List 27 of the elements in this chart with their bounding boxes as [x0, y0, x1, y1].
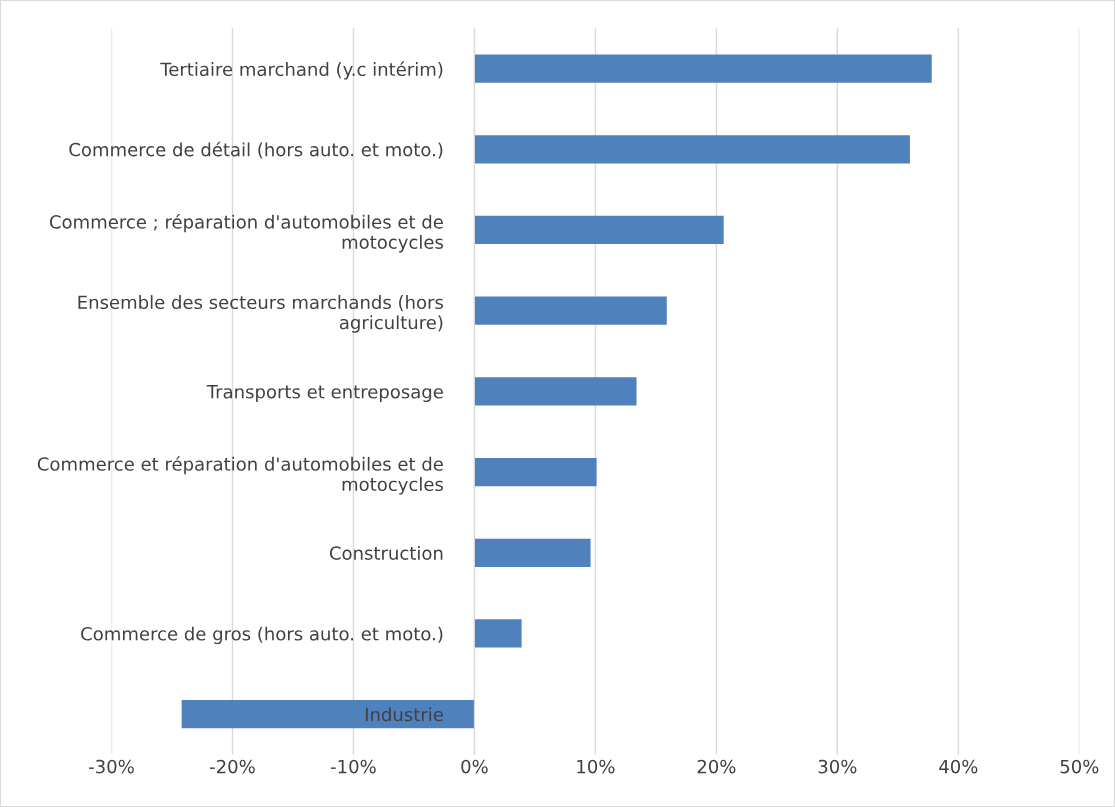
bar — [474, 215, 724, 245]
bar — [474, 457, 597, 487]
x-tick-label: 10% — [577, 759, 615, 774]
bar — [474, 135, 910, 164]
y-tick-label: Commerce et réparation d'automobiles et de motocycles — [37, 456, 443, 495]
x-tick-label: -10% — [331, 759, 376, 774]
bar — [474, 296, 667, 325]
x-tick-label: -30% — [89, 759, 134, 774]
bar — [474, 619, 522, 648]
y-tick-label: Commerce de gros (hors auto. et moto.) — [81, 626, 443, 645]
y-tick-label: Ensemble des secteurs marchands (hors agriculture) — [78, 295, 443, 333]
bar — [181, 700, 475, 729]
y-tick-label: Commerce ; réparation d'automobiles et de motocycles — [49, 214, 443, 253]
y-tick-label: Transports et entreposage — [206, 385, 443, 403]
x-tick-label: 30% — [818, 759, 857, 774]
x-tick-label: 50% — [1060, 759, 1099, 774]
y-tick-label: Industrie — [365, 707, 443, 722]
y-tick-label: Commerce de détail (hors auto. et moto.) — [69, 141, 443, 159]
x-tick-label: 20% — [697, 759, 736, 774]
bar — [474, 538, 591, 567]
bar — [474, 377, 637, 406]
y-tick-label: Construction — [329, 545, 443, 560]
x-tick-label: 0% — [461, 759, 488, 774]
bar — [474, 54, 932, 83]
x-tick-label: 40% — [939, 759, 978, 774]
y-tick-label: Tertiaire marchand (y.c intérim) — [160, 61, 443, 80]
x-tick-label: -20% — [210, 759, 255, 774]
